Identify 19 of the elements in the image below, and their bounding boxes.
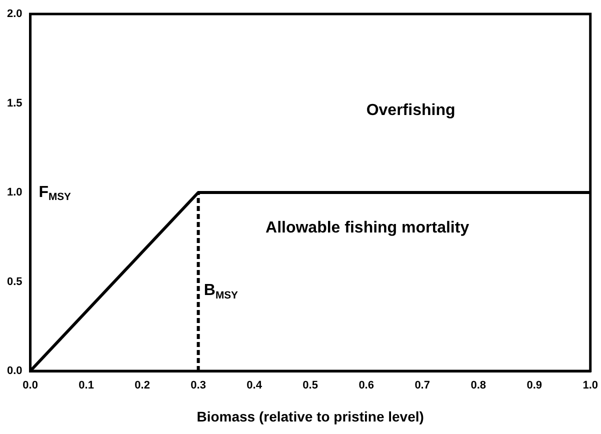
x-axis-title: Biomass (relative to pristine level) [196, 408, 424, 424]
x-tick-label: 0.4 [246, 380, 263, 392]
x-tick-label: 0.8 [470, 380, 486, 392]
y-tick-label: 2.0 [6, 8, 22, 20]
x-tick-label: 0.3 [190, 380, 206, 392]
x-tick-label: 0.1 [78, 380, 94, 392]
annotation: Overfishing [366, 102, 456, 119]
x-tick-label: 0.5 [302, 380, 318, 392]
x-tick-label: 0.7 [414, 380, 430, 392]
x-tick-label: 0.6 [358, 380, 374, 392]
x-tick-label: 0.0 [22, 380, 38, 392]
x-tick-label: 0.9 [526, 380, 542, 392]
y-tick-label: 1.5 [6, 97, 22, 110]
y-tick-label: 1.0 [6, 186, 22, 199]
y-tick-label: 0.5 [6, 276, 22, 288]
x-tick-label: 0.2 [134, 380, 150, 392]
y-tick-label: 0.0 [6, 365, 22, 378]
x-tick-label: 1.0 [582, 380, 598, 392]
annotation: Allowable fishing mortality [266, 220, 470, 237]
